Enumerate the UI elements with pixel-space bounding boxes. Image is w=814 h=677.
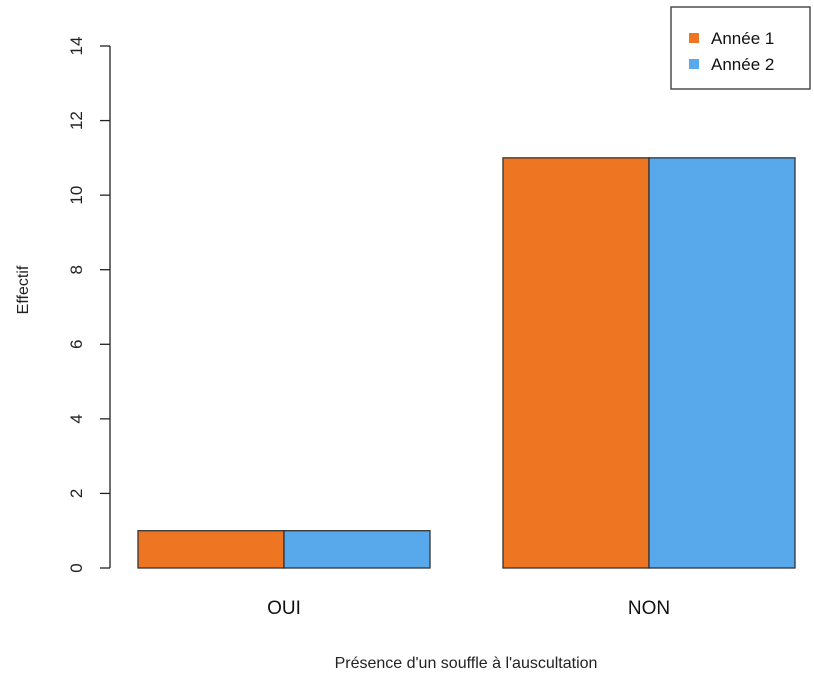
category-label: NON (628, 598, 670, 619)
legend: Année 1 Année 2 (670, 6, 811, 90)
bar-oui-series-1 (137, 530, 285, 569)
legend-swatch (689, 33, 699, 43)
y-tick-label: 14 (67, 37, 86, 56)
y-tick-label: 6 (67, 340, 86, 349)
category-label: OUI (267, 598, 301, 619)
legend-box (670, 6, 811, 90)
category-labels: OUI NON (267, 598, 670, 619)
legend-label: Année 2 (711, 55, 774, 74)
y-tick-label: 8 (67, 265, 86, 274)
y-tick-label: 4 (67, 414, 86, 423)
y-tick-label: 0 (67, 563, 86, 572)
bar-non-series-2 (648, 157, 796, 569)
bar-non-series-1 (502, 157, 650, 569)
bar-oui-series-2 (283, 530, 431, 569)
x-axis-title: Présence d'un souffle à l'auscultation (335, 655, 598, 672)
y-tick-label: 12 (67, 111, 86, 130)
y-axis-title: Effectif (15, 265, 32, 314)
y-tick-label: 2 (67, 489, 86, 498)
legend-swatch (689, 59, 699, 69)
bars (137, 157, 796, 569)
y-tick-label: 10 (67, 186, 86, 205)
legend-label: Année 1 (711, 29, 774, 48)
y-axis: 0 2 4 6 8 10 12 14 (67, 37, 111, 573)
